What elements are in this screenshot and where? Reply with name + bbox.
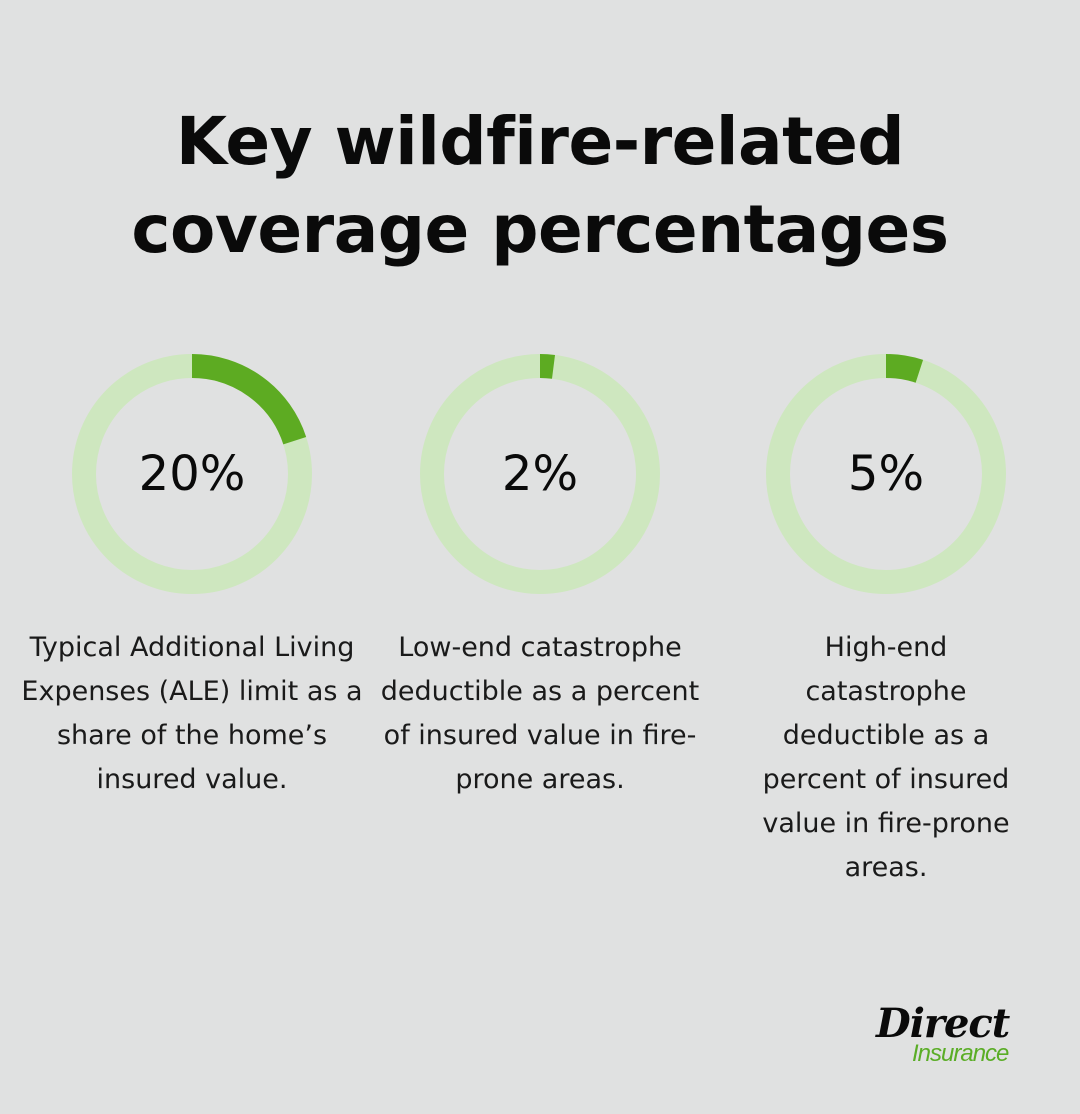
donut-chart xyxy=(766,354,1006,594)
brand-logo: Direct Insurance xyxy=(876,1000,1036,1080)
ring-progress-arc xyxy=(420,354,660,594)
donut-ring xyxy=(762,350,1010,598)
donut-ring xyxy=(416,350,664,598)
donut-chart xyxy=(420,354,660,594)
donut-ring xyxy=(68,350,316,598)
stat-description: Low-end catastrophe deductible as a perc… xyxy=(380,632,700,795)
stat-description: High-end catastrophe deductible as a per… xyxy=(762,632,1010,883)
stat-value: 5% xyxy=(847,446,925,502)
stat-value: 20% xyxy=(138,446,246,502)
page-title: Key wildfire-related coverage percentage… xyxy=(0,98,1080,274)
logo-wordmark-insurance: Insurance xyxy=(912,1040,1009,1067)
stat-value: 2% xyxy=(501,446,579,502)
logo-wordmark-direct: Direct xyxy=(876,1000,1010,1047)
title-line-1: Key wildfire-related xyxy=(175,103,905,180)
donut-chart xyxy=(72,354,312,594)
ring-progress-arc xyxy=(766,354,1006,594)
ring-progress-arc xyxy=(72,354,312,594)
stat-description: Typical Additional Living Expenses (ALE)… xyxy=(21,632,363,795)
title-line-2: coverage percentages xyxy=(131,191,949,268)
